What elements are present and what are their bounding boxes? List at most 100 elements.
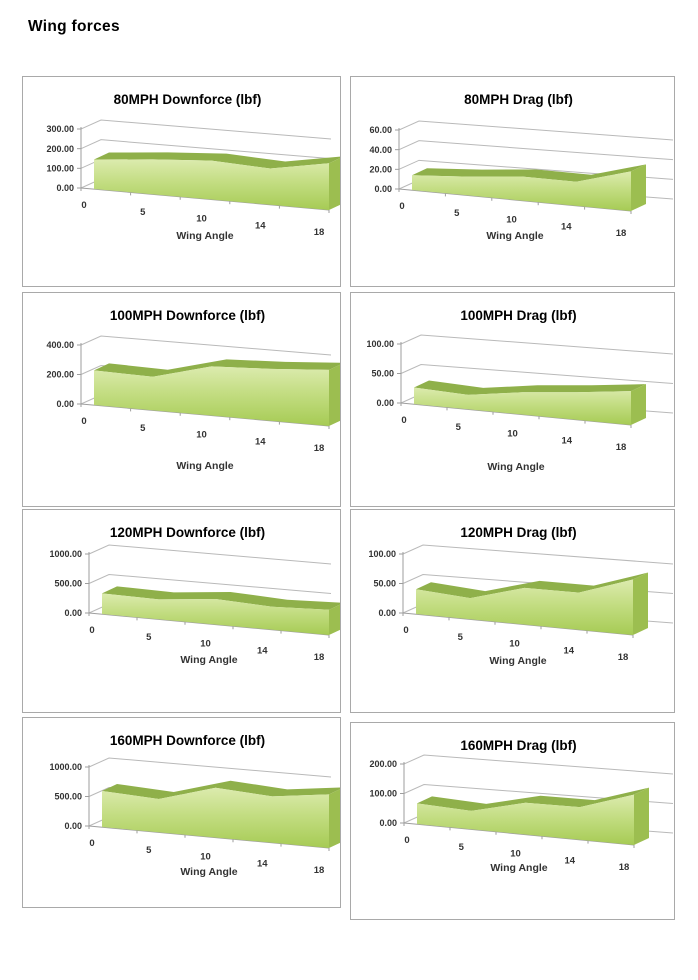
x-axis-title: Wing Angle [180, 866, 237, 878]
x-tick-label: 10 [510, 849, 521, 860]
area-side-face [631, 164, 646, 211]
gridline [400, 363, 674, 384]
chart-title: 120MPH Drag (lbf) [460, 525, 576, 540]
x-axis [88, 825, 330, 849]
chart-canvas: 0.00 100.00 200.00 300.00 0 5 10 14 18 Wing Angle… [46, 92, 340, 242]
page-title: Wing forces [28, 18, 120, 35]
x-tick-label: 14 [561, 221, 572, 232]
chart-canvas: 0.00 20.00 40.00 60.00 0 5 10 14 18 Wing Angle 80M… [369, 92, 674, 242]
area-side-face [329, 158, 340, 210]
y-tick-label: 400.00 [46, 340, 74, 350]
area-top-surface [416, 572, 648, 599]
y-tick-label: 0.00 [64, 608, 82, 618]
area-series [94, 366, 329, 426]
gridline [400, 334, 674, 355]
chart-100mph-drag-lbf[interactable]: 0.00 50.00 100.00 0 5 10 14 18 Wing Angle 100MPH … [350, 292, 675, 507]
x-axis [88, 612, 330, 636]
x-tick-label: 10 [506, 215, 517, 226]
x-axis [398, 188, 632, 212]
x-tick-label: 14 [564, 855, 575, 866]
y-tick-label: 500.00 [54, 579, 82, 589]
x-tick-label: 5 [456, 422, 462, 433]
y-tick-label: 100.00 [369, 789, 397, 799]
area-top-surface [94, 152, 340, 169]
x-axis-title: Wing Angle [180, 654, 237, 666]
chart-canvas: 0.00 50.00 100.00 0 5 10 14 18 Wing Angle 100MPH … [366, 308, 674, 473]
y-tick-label: 100.00 [46, 164, 74, 174]
gridline [80, 119, 332, 140]
x-axis [80, 187, 330, 211]
area-side-face [329, 364, 340, 426]
chart-title: 80MPH Drag (lbf) [464, 92, 573, 107]
x-tick-label: 18 [619, 862, 630, 873]
y-tick-label: 0.00 [378, 608, 396, 618]
area-top-surface [102, 586, 340, 610]
x-tick-label: 18 [314, 652, 325, 663]
y-tick-label: 500.00 [54, 792, 82, 802]
x-tick-label: 14 [563, 645, 574, 656]
area-side-face [329, 789, 340, 848]
area-top-surface [417, 787, 649, 811]
chart-120mph-downforce-lbf[interactable]: 0.00 500.00 1000.00 0 5 10 14 18 Wing Angle 120MP… [22, 509, 341, 713]
x-axis [80, 403, 330, 427]
area-side-face [631, 384, 646, 425]
chart-canvas: 0.00 500.00 1000.00 0 5 10 14 18 Wing Angle 160MP… [49, 733, 340, 878]
x-tick-label: 0 [404, 835, 409, 846]
chart-title: 100MPH Downforce (lbf) [110, 308, 265, 323]
area-top-surface [414, 380, 646, 395]
x-tick-label: 5 [458, 632, 464, 643]
y-tick-label: 50.00 [373, 579, 396, 589]
x-tick-label: 18 [618, 652, 629, 663]
y-tick-label: 200.00 [369, 759, 397, 769]
gridline [403, 783, 674, 804]
y-tick-label: 40.00 [369, 145, 392, 155]
x-tick-label: 10 [509, 639, 520, 650]
y-tick-label: 0.00 [56, 399, 74, 409]
y-tick-label: 0.00 [379, 818, 397, 828]
area-series [416, 579, 633, 635]
x-axis-title: Wing Angle [176, 460, 233, 472]
chart-160mph-drag-lbf[interactable]: 0.00 100.00 200.00 0 5 10 14 18 Wing Angle 160MPH… [350, 722, 675, 920]
x-axis [402, 612, 634, 636]
chart-160mph-downforce-lbf[interactable]: 0.00 500.00 1000.00 0 5 10 14 18 Wing Angle 160MP… [22, 717, 341, 908]
x-tick-label: 0 [81, 416, 86, 427]
gridline [88, 573, 332, 594]
x-tick-label: 5 [140, 423, 146, 434]
x-tick-label: 14 [255, 220, 266, 231]
chart-80mph-drag-lbf[interactable]: 0.00 20.00 40.00 60.00 0 5 10 14 18 Wing Angle 80M… [350, 76, 675, 287]
area-series [102, 787, 329, 848]
x-tick-label: 18 [314, 227, 325, 238]
chart-canvas: 0.00 50.00 100.00 0 5 10 14 18 Wing Angle 120MPH … [368, 525, 674, 667]
x-tick-label: 0 [89, 838, 94, 849]
x-tick-label: 5 [459, 842, 465, 853]
chart-100mph-downforce-lbf[interactable]: 0.00 200.00 400.00 0 5 10 14 18 Wing Angle 100MPH… [22, 292, 341, 507]
x-tick-label: 18 [616, 228, 627, 239]
x-tick-label: 0 [399, 201, 404, 212]
y-tick-label: 60.00 [369, 125, 392, 135]
y-tick-label: 0.00 [64, 821, 82, 831]
x-axis-title: Wing Angle [486, 230, 543, 242]
y-tick-label: 100.00 [368, 549, 396, 559]
gridline [88, 757, 332, 778]
x-tick-label: 0 [401, 415, 406, 426]
chart-80mph-downforce-lbf[interactable]: 0.00 100.00 200.00 300.00 0 5 10 14 18 Wing Angle… [22, 76, 341, 287]
gridline [88, 544, 332, 565]
x-tick-label: 5 [454, 208, 460, 219]
chart-120mph-drag-lbf[interactable]: 0.00 50.00 100.00 0 5 10 14 18 Wing Angle 120MPH … [350, 509, 675, 713]
y-tick-label: 1000.00 [49, 549, 82, 559]
x-axis-title: Wing Angle [176, 230, 233, 242]
area-series [102, 593, 329, 635]
gridline [398, 140, 674, 161]
x-tick-label: 18 [314, 443, 325, 454]
chart-title: 100MPH Drag (lbf) [460, 308, 576, 323]
gridline [398, 120, 674, 141]
chart-canvas: 0.00 500.00 1000.00 0 5 10 14 18 Wing Angle 120MP… [49, 525, 340, 666]
area-series [414, 387, 631, 425]
x-tick-label: 10 [196, 430, 207, 441]
chart-canvas: 0.00 100.00 200.00 0 5 10 14 18 Wing Angle 160MPH… [369, 738, 674, 874]
gridline [398, 159, 674, 180]
y-tick-label: 1000.00 [49, 762, 82, 772]
x-tick-label: 14 [255, 436, 266, 447]
x-tick-label: 0 [81, 200, 86, 211]
